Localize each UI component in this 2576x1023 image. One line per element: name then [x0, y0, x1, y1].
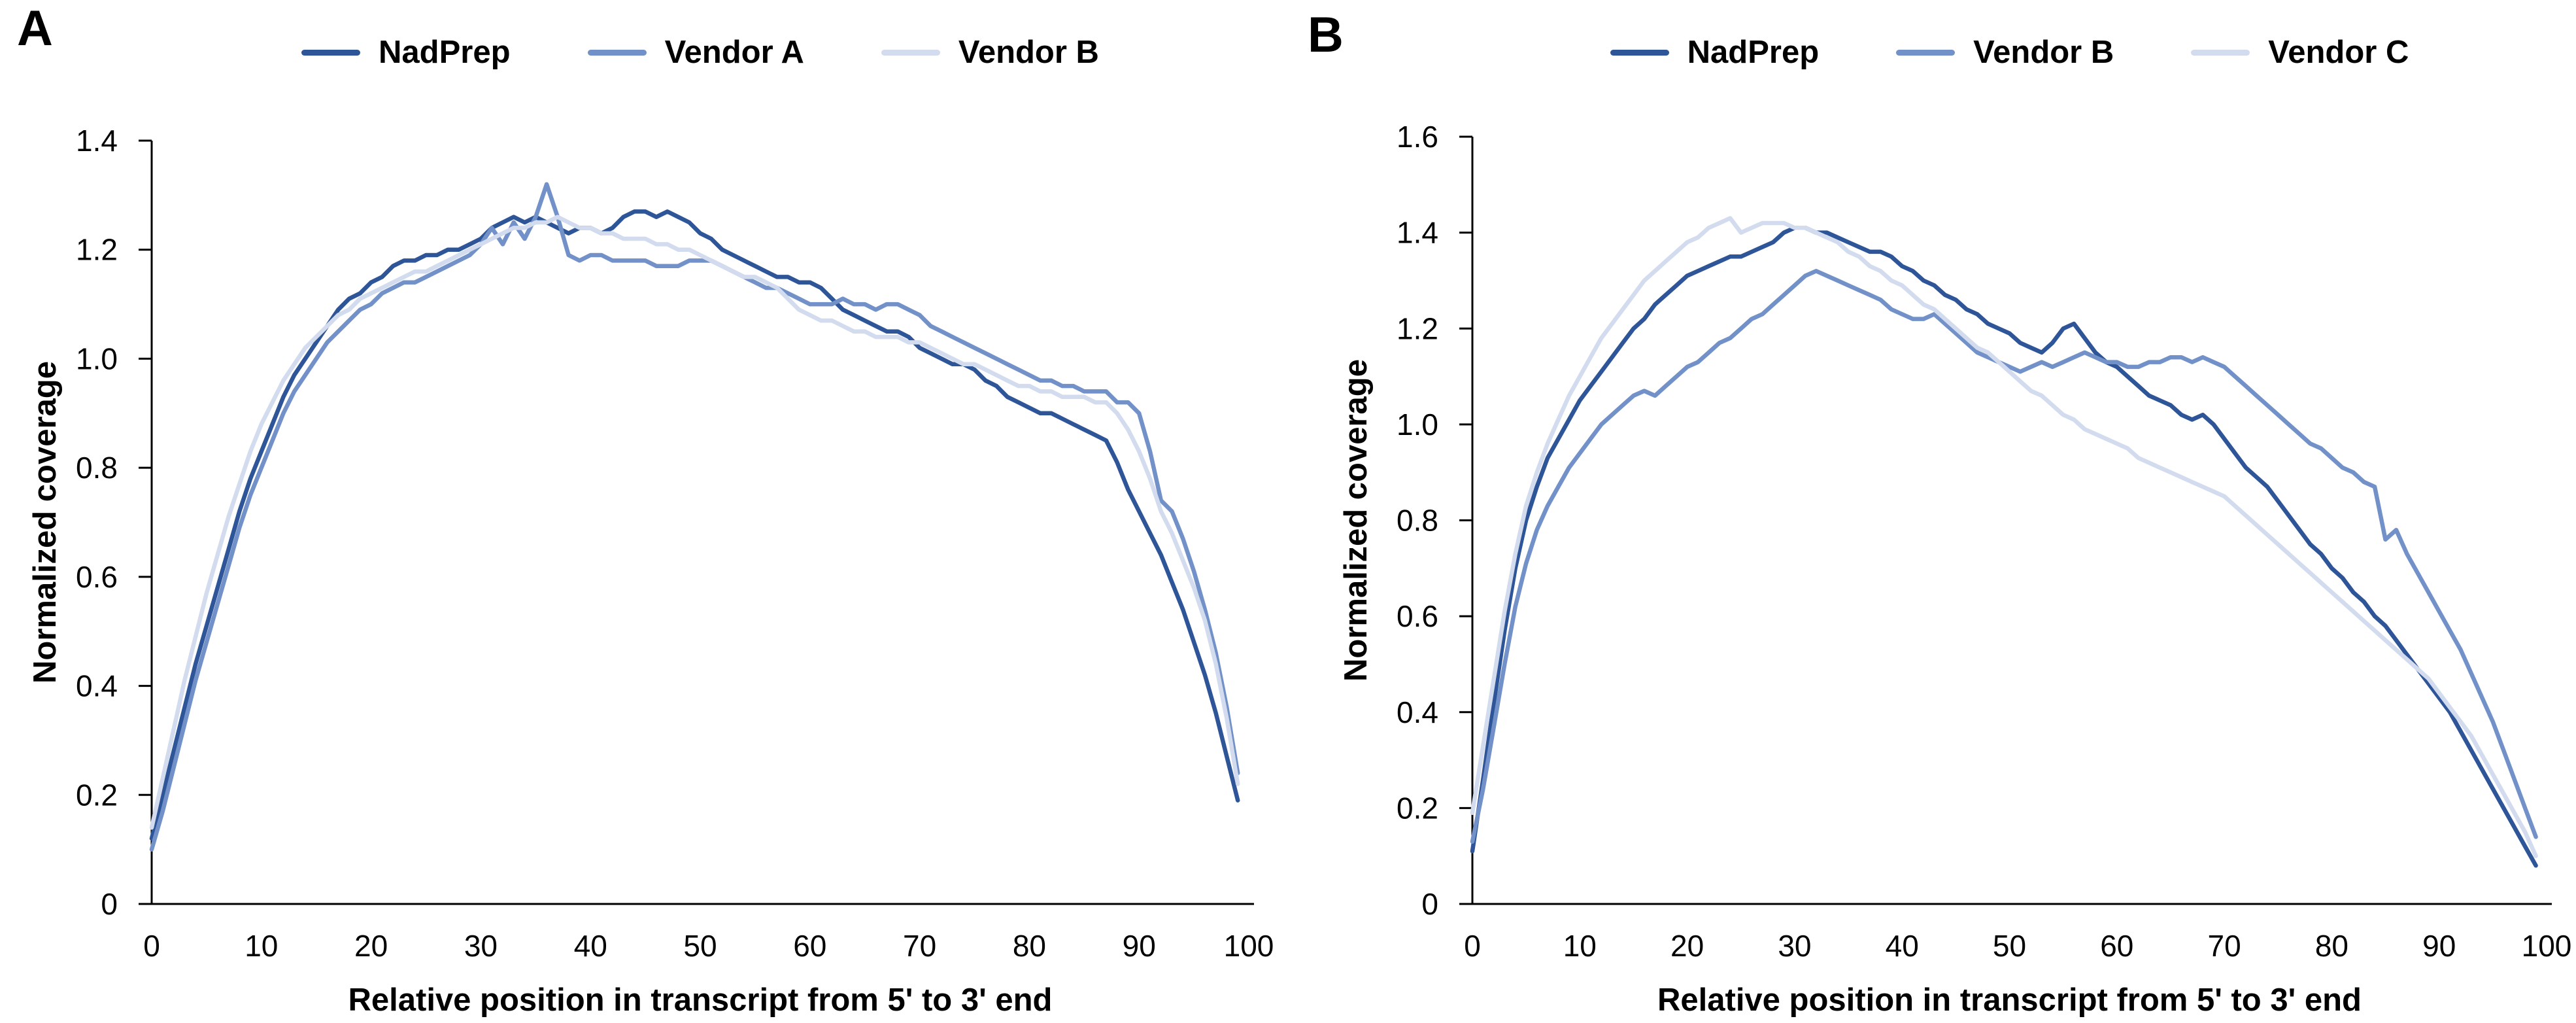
legend-line-swatch-vendor-a [587, 49, 647, 56]
legend-item-vendor-b: Vendor B [1896, 34, 2114, 71]
x-tick-label: 90 [2422, 929, 2456, 963]
series-line-nadprep [1470, 226, 2538, 868]
x-tick-label: 80 [2315, 929, 2348, 963]
x-tick-label: 30 [1778, 929, 1811, 963]
y-tick-label: 1.0 [76, 341, 118, 375]
x-axis-title: Relative position in transcript from 5' … [1657, 982, 2362, 1018]
x-tick-label: 70 [903, 929, 936, 963]
x-tick-label: 100 [1224, 929, 1274, 963]
x-axis-title: Relative position in transcript from 5' … [348, 982, 1053, 1018]
series-line-nadprep [149, 209, 1240, 841]
series-line-vendor-c [1470, 216, 2538, 858]
legend-label: Vendor B [958, 35, 1099, 70]
x-tick-label: 10 [1563, 929, 1597, 963]
x-tick-label: 0 [1464, 929, 1481, 963]
x-tick-label: 100 [2522, 929, 2572, 963]
y-tick-label: 1.4 [1397, 216, 1438, 250]
legend-label: Vendor C [2268, 35, 2409, 70]
x-tick-label: 60 [793, 929, 826, 963]
legend-item-vendor-b: Vendor B [881, 34, 1099, 71]
series-line-vendor-b [1470, 269, 2538, 844]
legend-line-swatch-vendor-b [881, 49, 940, 56]
x-tick-label: 10 [245, 929, 278, 963]
x-tick-label: 50 [683, 929, 717, 963]
legend-line-swatch-vendor-c [2191, 49, 2250, 56]
panel-b: B NadPrep Vendor B Vendor C 0 0.2 0.4 0.6 0.8 1… [1288, 0, 2576, 1023]
y-tick-label: 0.4 [76, 669, 118, 703]
legend-item-nadprep: NadPrep [1610, 34, 1820, 71]
y-tick-label: 0.8 [76, 451, 118, 485]
x-tick-label: 90 [1123, 929, 1156, 963]
y-tick-label: 0.2 [76, 778, 118, 812]
panel-letter-a: A [17, 1, 53, 56]
legend-label: NadPrep [379, 35, 511, 70]
y-tick-label: 1.0 [1397, 407, 1438, 442]
legend-line-swatch-vendor-b [1896, 49, 1956, 56]
y-axis-title: Normalized coverage [27, 361, 63, 684]
legend-line-swatch-nadprep [1610, 49, 1669, 56]
legend-panel-b: NadPrep Vendor B Vendor C [1472, 34, 2547, 71]
x-tick-label: 20 [354, 929, 388, 963]
y-axis-title: Normalized coverage [1338, 359, 1374, 682]
y-tick-label: 0.8 [1397, 504, 1438, 538]
line-chart-panel-b: 0 0.2 0.4 0.6 0.8 1.0 1.2 1.4 1.6 0 10 20 30 40 50 60 70… [1338, 120, 2572, 1018]
x-tick-label: 0 [143, 929, 160, 963]
legend-label: Vendor B [1973, 35, 2114, 70]
x-tick-label: 80 [1013, 929, 1046, 963]
legend-line-swatch-nadprep [301, 49, 361, 56]
y-tick-label: 0 [1421, 887, 1438, 921]
x-tick-label: 40 [574, 929, 607, 963]
x-tick-label: 60 [2100, 929, 2133, 963]
x-tick-label: 40 [1886, 929, 1919, 963]
y-tick-label: 0.6 [76, 560, 118, 594]
x-tick-label: 70 [2208, 929, 2241, 963]
panel-a: A NadPrep Vendor A Vendor B 0 0.2 0.4 0.6 0.8 1… [17, 1, 1274, 1018]
y-tick-label: 0.2 [1397, 791, 1438, 825]
legend-item-vendor-c: Vendor C [2191, 34, 2409, 71]
y-tick-label: 1.2 [1397, 311, 1438, 345]
x-tick-label: 20 [1670, 929, 1704, 963]
y-tick-label: 1.6 [1397, 120, 1438, 154]
x-tick-label: 30 [464, 929, 498, 963]
y-tick-label: 1.4 [76, 124, 118, 158]
y-tick-label: 0.6 [1397, 599, 1438, 633]
legend-label: NadPrep [1687, 35, 1820, 70]
panel-letter-b: B [1308, 7, 1344, 63]
series-line-vendor-a [149, 182, 1240, 852]
legend-item-vendor-a: Vendor A [587, 34, 804, 71]
y-tick-label: 0 [101, 887, 118, 921]
line-chart-panel-a: 0 0.2 0.4 0.6 0.8 1.0 1.2 1.4 0 10 20 30 40 50 60 70 80 9… [27, 124, 1274, 1018]
y-tick-label: 0.4 [1397, 695, 1438, 729]
legend-label: Vendor A [664, 35, 804, 70]
series-line-vendor-b [149, 215, 1240, 830]
x-tick-label: 50 [1993, 929, 2026, 963]
y-tick-label: 1.2 [76, 233, 118, 267]
legend-panel-a: NadPrep Vendor A Vendor B [152, 34, 1249, 71]
legend-item-nadprep: NadPrep [301, 34, 511, 71]
